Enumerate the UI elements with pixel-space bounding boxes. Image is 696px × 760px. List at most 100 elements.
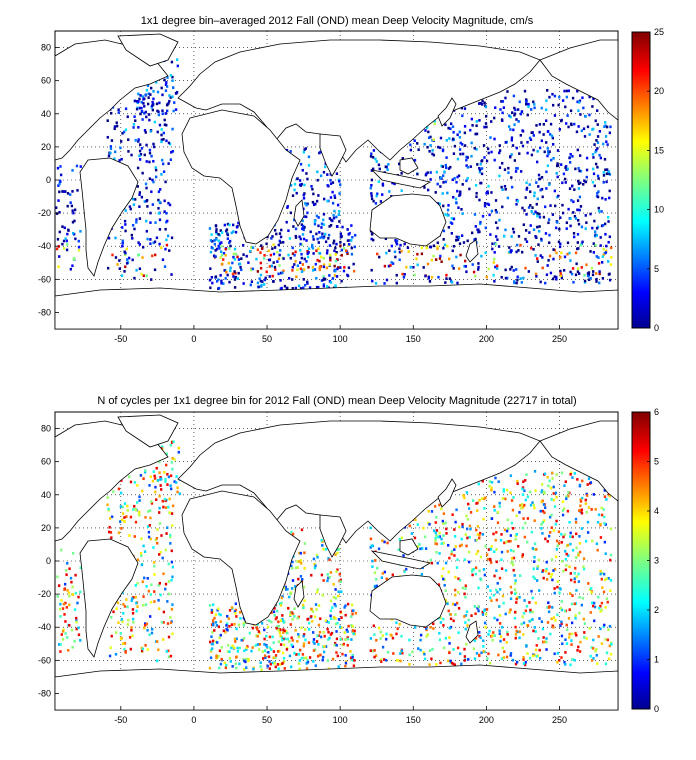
bin-cell (581, 596, 585, 600)
bin-cell (575, 556, 578, 559)
bin-cell (545, 187, 548, 190)
bin-cell (524, 609, 528, 613)
bin-cell (145, 199, 149, 202)
bin-cell (295, 275, 298, 279)
bin-cell (146, 102, 150, 106)
bin-cell (603, 578, 607, 582)
bin-cell (509, 267, 512, 271)
bin-cell (436, 247, 439, 251)
bin-cell (351, 654, 354, 657)
bin-cell (586, 274, 590, 278)
bin-cell (586, 125, 590, 129)
bin-cell (483, 573, 487, 577)
bin-cell (560, 276, 564, 280)
bin-cell (320, 255, 323, 259)
bin-cell (475, 651, 479, 655)
bin-cell (535, 202, 538, 206)
bin-cell (208, 278, 212, 282)
bin-cell (66, 204, 69, 208)
bin-cell (566, 509, 570, 513)
bin-cell (486, 190, 489, 194)
bin-cell (147, 113, 151, 116)
bin-cell (332, 239, 336, 243)
bin-cell (223, 223, 227, 227)
bin-cell (64, 237, 67, 241)
bin-cell (315, 249, 318, 253)
bin-cell (220, 645, 223, 649)
bin-cell (569, 109, 573, 113)
bin-cell (422, 266, 425, 269)
bin-cell (509, 474, 513, 478)
bin-cell (339, 232, 343, 236)
bin-cell (595, 255, 598, 258)
bin-cell (486, 147, 490, 151)
bin-cell (139, 112, 142, 116)
bin-cell (432, 627, 435, 630)
bin-cell (75, 620, 78, 624)
bin-cell (274, 268, 277, 271)
bin-cell (123, 219, 127, 223)
bin-cell (175, 475, 178, 478)
bin-cell (134, 584, 137, 587)
bin-cell (146, 648, 149, 651)
bin-cell (321, 544, 324, 547)
bin-cell (222, 258, 225, 261)
bin-cell (419, 648, 422, 652)
bin-cell (154, 538, 158, 542)
bin-cell (427, 136, 431, 140)
bin-cell (478, 119, 481, 122)
bin-cell (559, 256, 562, 259)
bin-cell (601, 196, 604, 200)
bin-cell (502, 638, 506, 641)
bin-cell (483, 101, 486, 105)
bin-cell (579, 498, 582, 502)
bin-cell (296, 616, 299, 620)
bin-cell (165, 463, 168, 467)
bin-cell (158, 581, 161, 585)
bin-cell (599, 522, 602, 526)
bin-cell (291, 566, 294, 570)
bin-cell (400, 189, 403, 193)
bin-cell (524, 266, 527, 270)
bin-cell (480, 167, 484, 170)
bin-cell (556, 660, 559, 664)
bin-cell (155, 498, 158, 502)
bin-cell (545, 273, 549, 277)
bin-cell (449, 221, 453, 224)
bin-cell (121, 642, 125, 646)
bin-cell (479, 636, 482, 640)
bin-cell (249, 268, 253, 272)
bin-cell (289, 592, 292, 596)
bin-cell (354, 233, 357, 237)
bin-cell (324, 645, 328, 648)
bin-cell (148, 633, 151, 637)
bin-cell (328, 263, 331, 266)
bin-cell (597, 513, 601, 517)
bin-cell (141, 256, 144, 259)
bin-cell (514, 636, 517, 640)
bin-cell (170, 460, 174, 464)
bin-cell (542, 519, 546, 522)
bin-cell (481, 479, 484, 483)
bin-cell (544, 119, 548, 123)
island-japan (437, 97, 457, 127)
bin-cell (579, 243, 583, 247)
bin-cell (284, 630, 288, 633)
bin-cell (346, 228, 349, 231)
bin-cell (567, 554, 570, 557)
y-tick-label: 40 (41, 109, 51, 119)
bin-cell (550, 572, 554, 576)
bin-cell (572, 200, 575, 204)
bin-cell (170, 60, 174, 64)
bin-cell (121, 241, 124, 245)
bin-cell (573, 188, 576, 191)
bin-cell (211, 239, 214, 243)
bin-cell (559, 272, 562, 275)
bin-cell (313, 562, 316, 566)
bin-cell (457, 174, 461, 178)
bin-cell (610, 246, 613, 250)
bin-cell (118, 259, 121, 262)
bin-cell (298, 667, 301, 671)
bin-cell (228, 241, 231, 245)
